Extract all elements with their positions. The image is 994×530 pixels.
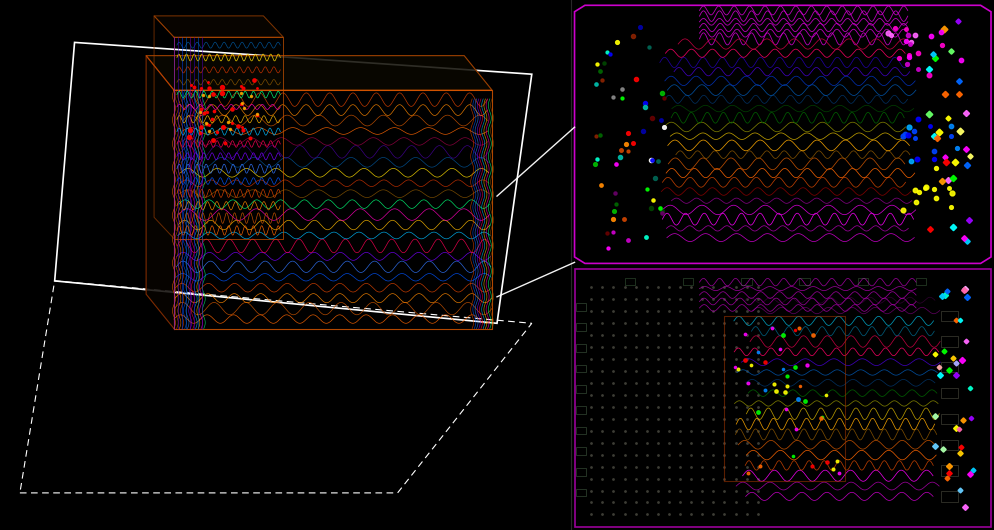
Bar xyxy=(576,344,586,352)
Bar xyxy=(576,406,586,414)
Bar xyxy=(941,337,957,347)
Bar xyxy=(941,465,957,476)
Bar xyxy=(941,491,957,501)
Bar xyxy=(941,388,957,399)
Polygon shape xyxy=(146,56,174,329)
Polygon shape xyxy=(154,16,283,37)
Bar xyxy=(575,269,991,527)
Polygon shape xyxy=(146,56,492,90)
Bar xyxy=(916,278,926,285)
Bar xyxy=(941,311,957,321)
Bar xyxy=(576,365,586,373)
Bar xyxy=(576,447,586,455)
Bar xyxy=(941,439,957,450)
Bar xyxy=(858,278,868,285)
Bar xyxy=(941,362,957,373)
Bar xyxy=(941,414,957,424)
Bar xyxy=(576,303,586,311)
Bar xyxy=(624,278,635,285)
Bar xyxy=(799,278,810,285)
Bar xyxy=(576,385,586,393)
Bar xyxy=(576,323,586,331)
Bar xyxy=(683,278,693,285)
Bar xyxy=(576,489,586,497)
Bar xyxy=(576,468,586,476)
Bar xyxy=(576,427,586,435)
Bar xyxy=(742,278,751,285)
